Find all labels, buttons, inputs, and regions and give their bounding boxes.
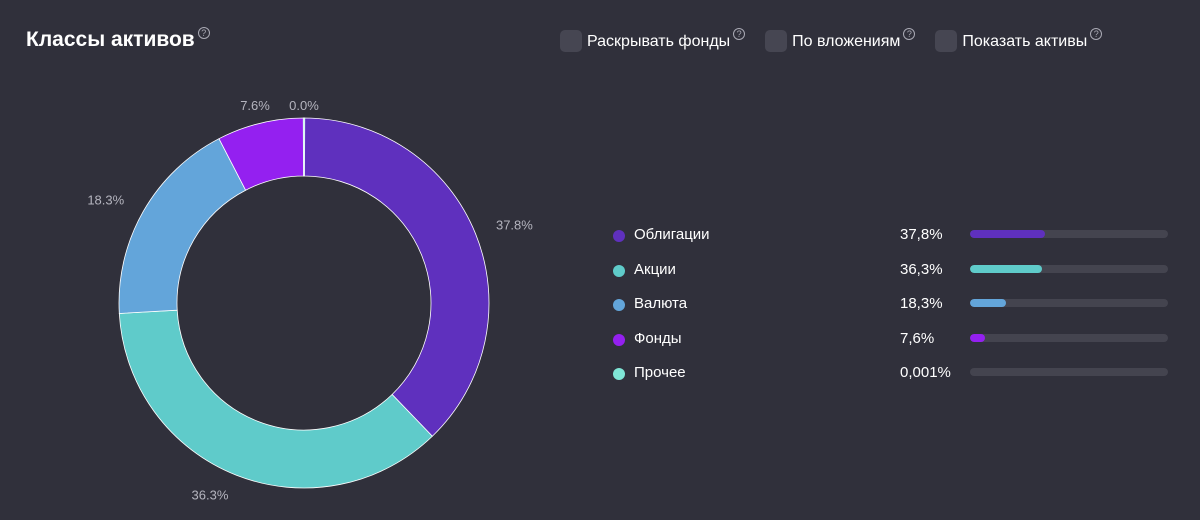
legend-name-0: Облигации <box>634 226 710 243</box>
help-icon[interactable]: ? <box>903 28 916 40</box>
legend-name-1: Акции <box>634 260 676 278</box>
legend-name-3: Фонды <box>634 329 682 347</box>
option-label: Раскрывать фонды <box>587 33 731 50</box>
option-expand-funds[interactable]: Раскрывать фонды ? <box>560 28 746 52</box>
slice-label-3: 7.6% <box>240 98 270 113</box>
legend-row-3: Фонды 7,6% <box>611 326 1171 361</box>
slice-label-2: 18.3% <box>87 192 124 207</box>
legend-bar-track-4 <box>970 368 1168 376</box>
legend-value-1: 36,3% <box>900 260 943 278</box>
show-assets-checkbox[interactable] <box>935 30 958 52</box>
donut-chart: 37.8% 36.3% 18.3% 7.6% 0.0% <box>87 98 533 503</box>
legend-bar-fill-3 <box>970 333 986 342</box>
help-icon[interactable]: ? <box>197 27 210 39</box>
legend-bar-track-3 <box>970 333 1168 342</box>
legend-row-0: Облигации 37,8% <box>611 222 1171 257</box>
chart-legend: Облигации 37,8% Акции 36,3% Валюта 18,3% Фонды… <box>611 222 1171 395</box>
legend-name-4: Прочее <box>634 364 686 381</box>
donut-slice-0[interactable] <box>303 117 490 437</box>
option-label: По вложениям <box>792 33 901 50</box>
option-label: Показать активы <box>962 33 1088 50</box>
legend-bar-fill-0 <box>970 230 1045 238</box>
legend-bar-track-2 <box>970 299 1168 307</box>
legend-bar-track-1 <box>970 264 1168 273</box>
donut-slice-4[interactable] <box>302 117 306 177</box>
legend-value-3: 7,6% <box>900 329 935 347</box>
legend-dot-4 <box>613 368 625 380</box>
option-show-assets[interactable]: Показать активы ? <box>935 28 1103 52</box>
legend-row-1: Акции 36,3% <box>611 257 1171 292</box>
help-icon[interactable]: ? <box>1090 28 1103 40</box>
legend-value-4: 0,001% <box>900 364 951 381</box>
legend-dot-3 <box>613 333 625 346</box>
help-icon[interactable]: ? <box>733 28 746 40</box>
by-holdings-checkbox[interactable] <box>765 30 788 52</box>
legend-dot-1 <box>613 264 625 277</box>
legend-bar-fill-1 <box>970 264 1042 273</box>
legend-bar-fill-2 <box>970 299 1007 307</box>
legend-dot-2 <box>613 299 625 311</box>
page-title: Классы активов ? <box>26 27 210 52</box>
legend-name-2: Валюта <box>634 295 688 312</box>
donut-slice-1[interactable] <box>118 309 433 489</box>
option-by-holdings[interactable]: По вложениям ? <box>765 28 916 52</box>
page-title-text: Классы активов <box>26 28 195 51</box>
slice-label-1: 36.3% <box>192 488 229 503</box>
legend-dot-0 <box>613 230 625 242</box>
slice-label-0: 37.8% <box>496 218 533 233</box>
expand-funds-checkbox[interactable] <box>560 30 582 52</box>
donut-slice-2[interactable] <box>118 138 247 314</box>
slice-label-4: 0.0% <box>289 98 319 113</box>
options-bar: Раскрывать фонды ? По вложениям ? Показа… <box>560 28 1122 52</box>
legend-value-2: 18,3% <box>900 295 943 312</box>
legend-row-2: Валюта 18,3% <box>611 291 1171 326</box>
legend-bar-track-0 <box>970 230 1168 238</box>
legend-value-0: 37,8% <box>900 226 943 243</box>
legend-row-4: Прочее 0,001% <box>611 360 1171 395</box>
